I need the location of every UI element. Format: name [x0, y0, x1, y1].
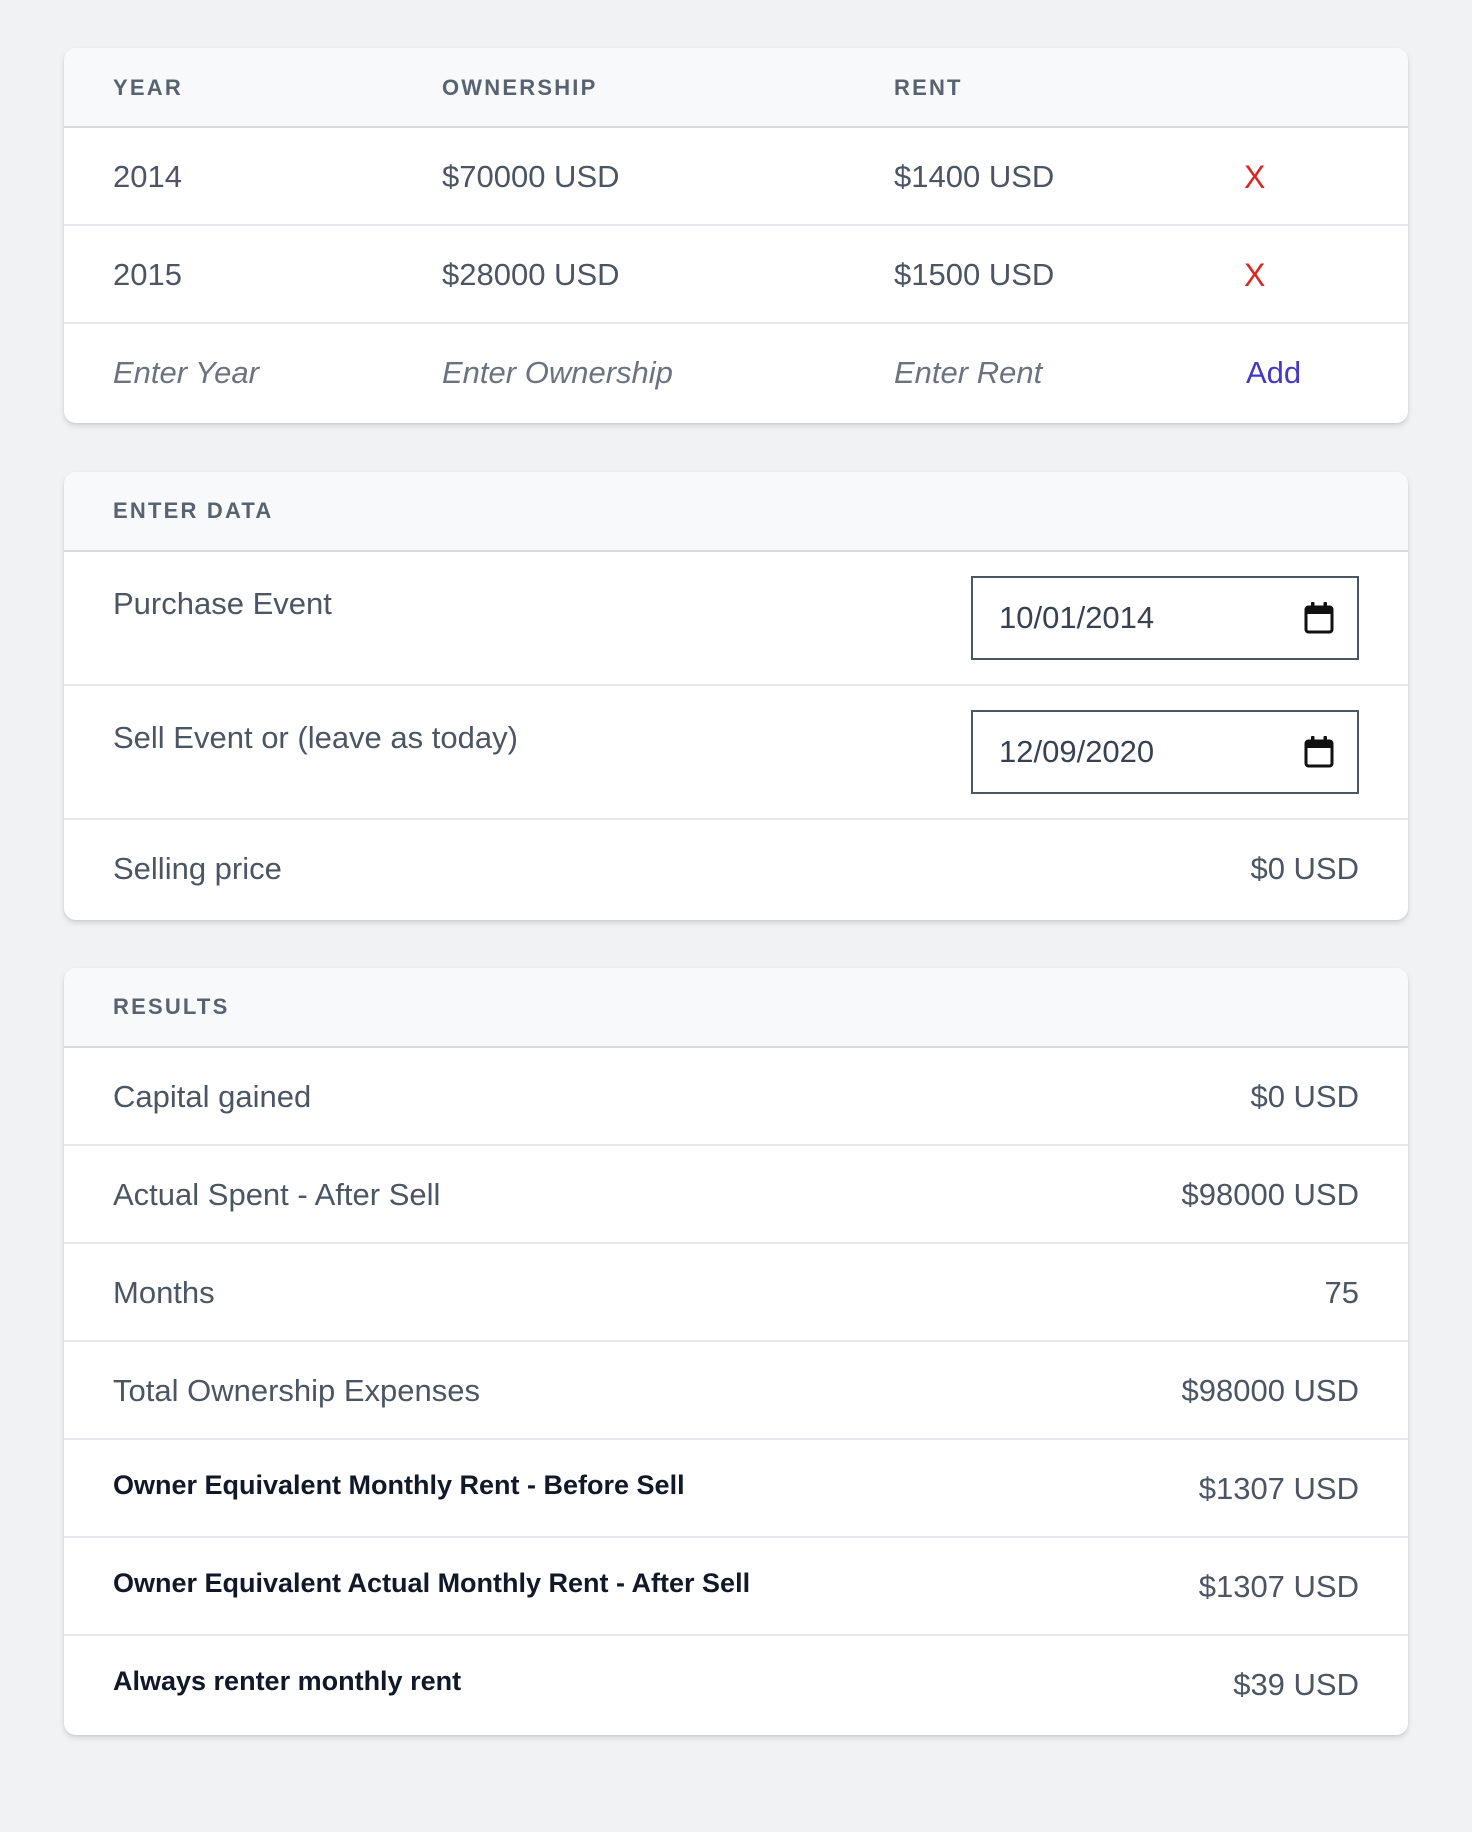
sell-date-value: 12/09/2020 — [999, 734, 1155, 769]
result-label: Total Ownership Expenses — [113, 1373, 481, 1408]
selling-price-value: $0 USD — [1250, 851, 1359, 886]
purchase-event-label: Purchase Event — [113, 586, 332, 621]
enter-data-panel: ENTER DATA Purchase Event 10/01/2014 Sel… — [64, 472, 1408, 920]
result-label: Owner Equivalent Monthly Rent - Before S… — [113, 1470, 685, 1500]
result-label: Months — [113, 1275, 215, 1310]
result-row: Capital gained $0 USD — [64, 1048, 1408, 1146]
remove-row-button[interactable]: X — [1244, 159, 1266, 195]
purchase-date-input[interactable]: 10/01/2014 — [971, 576, 1359, 660]
column-header-year: YEAR — [113, 75, 183, 100]
result-row: Owner Equivalent Monthly Rent - Before S… — [64, 1440, 1408, 1538]
add-row-button[interactable]: Add — [1246, 355, 1302, 390]
result-value: $39 USD — [1233, 1667, 1359, 1702]
result-value: $1307 USD — [1198, 1471, 1359, 1506]
result-label: Always renter monthly rent — [113, 1666, 462, 1696]
results-panel: RESULTS Capital gained $0 USD Actual Spe… — [64, 968, 1408, 1735]
result-label: Capital gained — [113, 1079, 312, 1114]
result-value: 75 — [1324, 1275, 1359, 1310]
sell-date-input[interactable]: 12/09/2020 — [971, 710, 1359, 794]
table-row: 2015 $28000 USD $1500 USD X — [64, 226, 1408, 324]
sell-event-label: Sell Event or (leave as today) — [113, 720, 518, 755]
selling-price-row: Selling price $0 USD — [64, 820, 1408, 918]
year-cell: 2015 — [113, 257, 182, 292]
ownership-input[interactable]: Enter Ownership — [442, 355, 673, 390]
result-row: Always renter monthly rent $39 USD — [64, 1636, 1408, 1734]
ownership-cell: $28000 USD — [442, 257, 620, 292]
new-entry-row: Enter Year Enter Ownership Enter Rent Ad… — [64, 324, 1408, 422]
rent-input[interactable]: Enter Rent — [894, 355, 1043, 390]
column-header-rent: RENT — [894, 75, 963, 100]
result-row: Owner Equivalent Actual Monthly Rent - A… — [64, 1538, 1408, 1636]
result-value: $0 USD — [1250, 1079, 1359, 1114]
result-row: Months 75 — [64, 1244, 1408, 1342]
rent-cell: $1400 USD — [894, 159, 1055, 194]
year-input[interactable]: Enter Year — [113, 355, 259, 390]
calendar-icon[interactable] — [1303, 735, 1335, 769]
result-value: $1307 USD — [1198, 1569, 1359, 1604]
remove-row-button[interactable]: X — [1244, 257, 1266, 293]
result-label: Owner Equivalent Actual Monthly Rent - A… — [113, 1568, 751, 1598]
result-value: $98000 USD — [1181, 1373, 1359, 1408]
rent-cell: $1500 USD — [894, 257, 1055, 292]
table-row: 2014 $70000 USD $1400 USD X — [64, 128, 1408, 226]
purchase-date-value: 10/01/2014 — [999, 600, 1155, 635]
result-row: Actual Spent - After Sell $98000 USD — [64, 1146, 1408, 1244]
results-title: RESULTS — [64, 968, 1408, 1048]
year-cell: 2014 — [113, 159, 182, 194]
purchase-event-row: Purchase Event 10/01/2014 — [64, 552, 1408, 686]
result-value: $98000 USD — [1181, 1177, 1359, 1212]
selling-price-label: Selling price — [113, 851, 282, 886]
yearly-costs-table: YEAR OWNERSHIP RENT 2014 $70000 USD $140… — [64, 48, 1408, 423]
enter-data-title: ENTER DATA — [64, 472, 1408, 552]
calendar-icon[interactable] — [1303, 601, 1335, 635]
result-row: Total Ownership Expenses $98000 USD — [64, 1342, 1408, 1440]
result-label: Actual Spent - After Sell — [113, 1177, 441, 1212]
column-header-ownership: OWNERSHIP — [442, 75, 598, 100]
table-header: YEAR OWNERSHIP RENT — [64, 48, 1408, 128]
ownership-cell: $70000 USD — [442, 159, 620, 194]
sell-event-row: Sell Event or (leave as today) 12/09/202… — [64, 686, 1408, 820]
